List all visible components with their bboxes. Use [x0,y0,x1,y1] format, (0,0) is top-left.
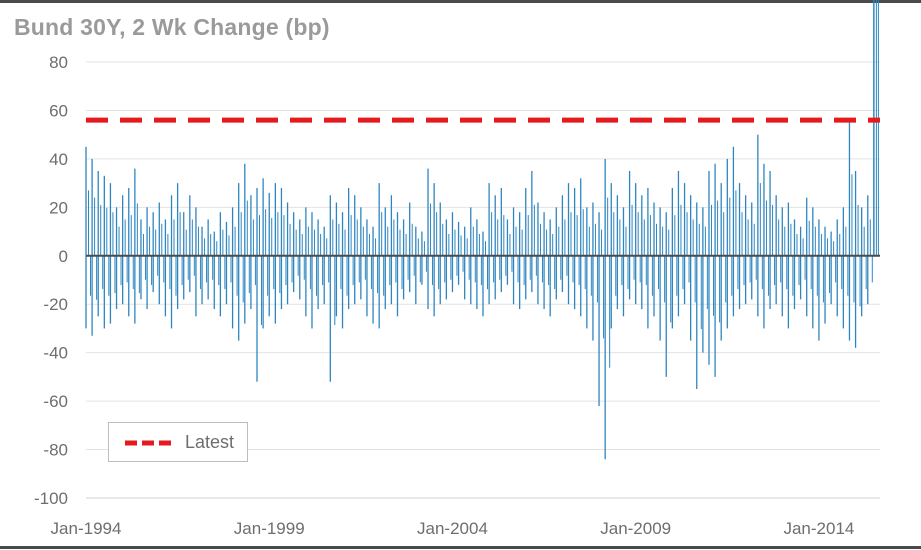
x-tick-label: Jan-2009 [600,519,671,538]
y-tick-label: -80 [43,441,68,460]
y-tick-label: 20 [49,198,68,217]
y-tick-label: -60 [43,392,68,411]
legend: Latest [108,422,248,462]
legend-label-latest: Latest [185,432,235,452]
bars-layer [85,0,879,460]
axis-layer: 80 60 40 20 0 -20 -40 -60 -80 -100 Jan-1994 Jan-199… [34,53,880,538]
x-tick-label: Jan-1999 [234,519,305,538]
x-tick-label: Jan-2004 [417,519,488,538]
y-tick-label: -20 [43,295,68,314]
chart-title: Bund 30Y, 2 Wk Change (bp) [14,14,330,40]
x-tick-label: Jan-2014 [783,519,854,538]
top-border [0,0,921,3]
x-tick-label: Jan-1994 [51,519,122,538]
y-tick-label: 0 [59,247,68,266]
y-tick-label: 80 [49,53,68,72]
y-tick-label: -40 [43,344,68,363]
y-tick-label: 40 [49,150,68,169]
legend-swatch-latest [125,440,175,446]
y-tick-label: 60 [49,101,68,120]
y-tick-label: -100 [34,489,68,508]
grid-layer [86,61,880,499]
bottom-border [0,546,921,549]
